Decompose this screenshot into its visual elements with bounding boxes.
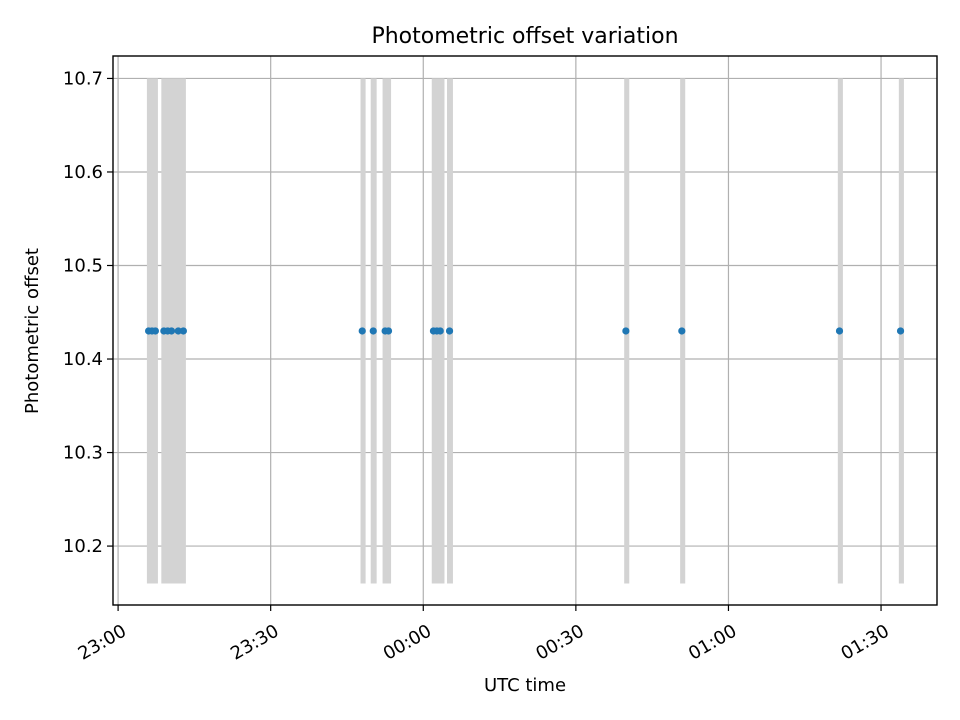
grid-layer xyxy=(113,56,937,605)
data-point xyxy=(436,327,444,335)
data-point xyxy=(369,327,377,335)
y-tick-label: 10.2 xyxy=(63,536,103,557)
y-tick-label: 10.7 xyxy=(63,68,103,89)
data-point xyxy=(835,327,844,335)
y-tick-label: 10.5 xyxy=(63,255,103,276)
x-axis-label: UTC time xyxy=(484,675,566,696)
y-axis-ticks: 10.2 10.3 10.4 10.5 10.6 10.7 xyxy=(63,68,113,557)
y-tick-label: 10.4 xyxy=(63,349,103,370)
data-point xyxy=(174,327,182,335)
plot-frame xyxy=(112,55,938,606)
data-point xyxy=(358,327,366,335)
data-point xyxy=(167,327,176,335)
y-tick-label: 10.3 xyxy=(63,443,103,464)
data-point xyxy=(445,327,454,335)
data-point xyxy=(896,327,905,335)
y-tick-label: 10.6 xyxy=(63,162,103,183)
y-axis-label: Photometric offset xyxy=(22,248,43,414)
data-point xyxy=(179,327,187,335)
chart-title: Photometric offset variation xyxy=(371,24,678,49)
data-point xyxy=(384,327,393,335)
data-points xyxy=(145,327,905,335)
data-point xyxy=(622,327,630,335)
data-point xyxy=(678,327,686,335)
data-point xyxy=(151,327,159,335)
